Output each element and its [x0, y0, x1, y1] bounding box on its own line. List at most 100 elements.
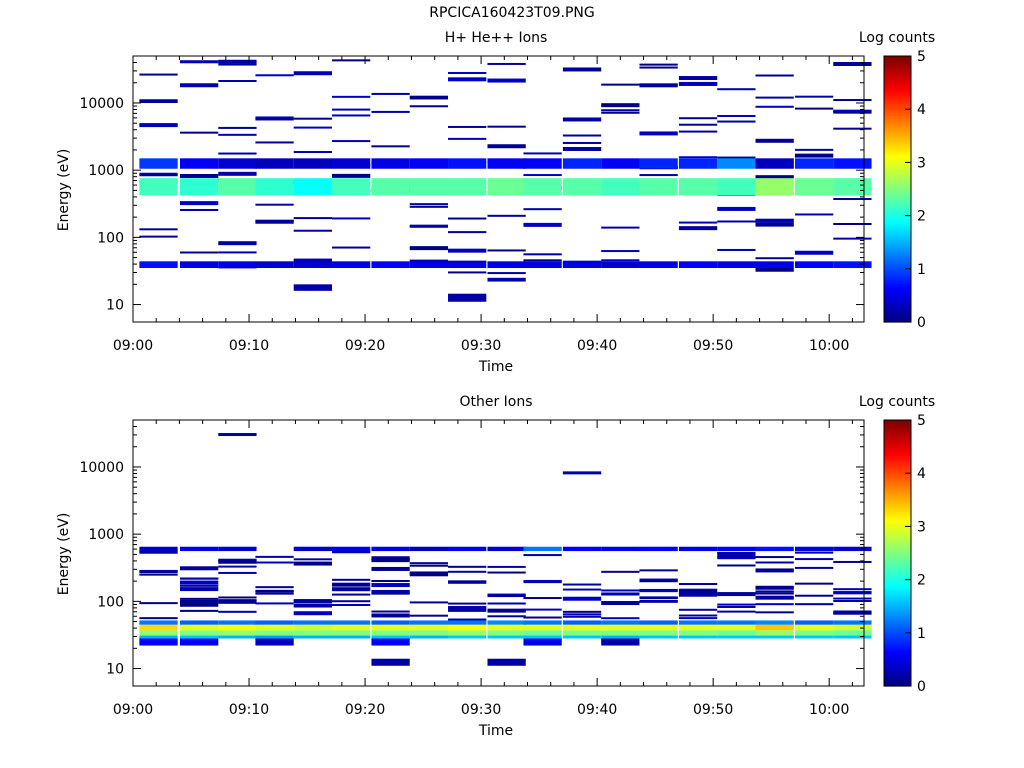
colorbar-segment: [884, 137, 911, 140]
sparse-count-line: [601, 111, 640, 114]
sparse-count-line: [755, 556, 794, 559]
energy-band-cell: [717, 261, 756, 268]
energy-band-cell: [293, 635, 332, 639]
sparse-count-line: [218, 59, 257, 64]
colorbar-segment: [884, 145, 911, 149]
colorbar-segment: [884, 151, 911, 155]
sparse-count-line: [678, 608, 718, 611]
y-tick-label: 10000: [79, 96, 124, 112]
colorbar-segment: [884, 638, 911, 641]
colorbar-segment: [884, 270, 911, 273]
energy-band-cell: [755, 158, 794, 169]
sparse-count-line: [409, 97, 449, 100]
colorbar-segment: [884, 528, 911, 531]
colorbar-segment: [884, 420, 911, 423]
sparse-count-line: [218, 599, 257, 602]
sparse-count-line: [139, 549, 178, 554]
isolated-count-block: [371, 658, 410, 666]
energy-band-cell: [179, 178, 219, 196]
colorbar-segment: [884, 263, 911, 267]
colorbar-segment: [884, 465, 911, 469]
sparse-count-line: [448, 581, 487, 584]
colorbar-segment: [884, 636, 911, 639]
colorbar-segment: [884, 97, 911, 101]
sparse-count-line: [678, 593, 718, 596]
energy-band-cell: [523, 158, 562, 169]
sparse-count-line: [833, 588, 872, 591]
sparse-count-line: [218, 565, 257, 568]
energy-band-cell: [331, 635, 371, 639]
energy-band-cell: [639, 620, 678, 625]
colorbar-segment: [884, 665, 911, 668]
colorbar-segment: [884, 226, 911, 230]
energy-band-cell: [523, 624, 562, 631]
colorbar-segment: [884, 178, 911, 182]
colorbar-segment: [884, 577, 911, 581]
sparse-count-line: [448, 580, 487, 583]
colorbar-segment: [884, 103, 911, 107]
colorbar-segment: [884, 56, 911, 59]
sparse-count-line: [794, 148, 834, 151]
colorbar-segment: [884, 592, 911, 596]
colorbar-segment: [884, 317, 911, 321]
colorbar-segment: [884, 107, 911, 111]
colorbar-segment: [884, 110, 911, 113]
sparse-count-line: [601, 109, 640, 112]
energy-band-cell: [139, 546, 178, 552]
colorbar-segment: [884, 191, 911, 194]
colorbar-segment: [884, 463, 911, 467]
colorbar-segment: [884, 553, 911, 556]
sparse-count-line: [255, 141, 294, 144]
energy-band-cell: [255, 178, 294, 196]
colorbar-segment: [884, 644, 911, 648]
colorbar-segment: [884, 168, 911, 171]
energy-band-cell: [409, 635, 449, 639]
sparse-count-line: [448, 271, 487, 274]
sparse-count-line: [409, 205, 449, 208]
colorbar-segment: [884, 130, 911, 134]
colorbar-segment: [884, 205, 911, 209]
colorbar-segment: [884, 523, 911, 527]
colorbar-tick-label: 2: [917, 573, 926, 589]
sparse-count-line: [639, 590, 678, 593]
sparse-count-line: [448, 606, 487, 611]
colorbar-segment: [884, 669, 911, 673]
colorbar-segment: [884, 422, 911, 425]
colorbar-tick-label: 2: [917, 209, 926, 225]
colorbar-segment: [884, 625, 911, 629]
colorbar-segment: [884, 280, 911, 284]
sparse-count-line: [833, 99, 872, 102]
energy-band-cell: [218, 635, 257, 639]
colorbar-segment: [884, 315, 911, 319]
energy-band-cell: [371, 158, 410, 169]
colorbar-segment: [884, 600, 911, 604]
energy-band-cell: [601, 638, 640, 646]
sparse-count-line: [371, 589, 410, 594]
colorbar-segment: [884, 201, 911, 205]
energy-band-cell: [218, 178, 257, 196]
plot-frame: [132, 419, 865, 687]
x-tick-label: 09:20: [345, 338, 385, 354]
colorbar-segment: [884, 627, 911, 631]
energy-band-cell: [678, 178, 718, 196]
sparse-count-line: [639, 597, 678, 600]
sparse-count-line: [218, 610, 257, 613]
colorbar-segment: [884, 453, 911, 456]
energy-band-cell: [293, 630, 332, 636]
sparse-count-line: [293, 117, 332, 120]
sparse-count-line: [717, 603, 756, 606]
colorbar-segment: [884, 228, 911, 232]
sparse-count-line: [678, 81, 718, 86]
sparse-count-line: [487, 615, 526, 618]
colorbar-segment: [884, 134, 911, 138]
energy-band-cell: [562, 178, 602, 196]
sparse-count-line: [678, 617, 718, 620]
sparse-count-line: [523, 222, 562, 227]
sparse-count-line: [562, 134, 602, 137]
colorbar-segment: [884, 455, 911, 459]
sparse-count-line: [678, 594, 718, 597]
colorbar-segment: [884, 118, 911, 122]
colorbar-segment: [884, 438, 911, 442]
sparse-count-line: [255, 590, 294, 593]
x-tick-label: 09:10: [229, 338, 269, 354]
